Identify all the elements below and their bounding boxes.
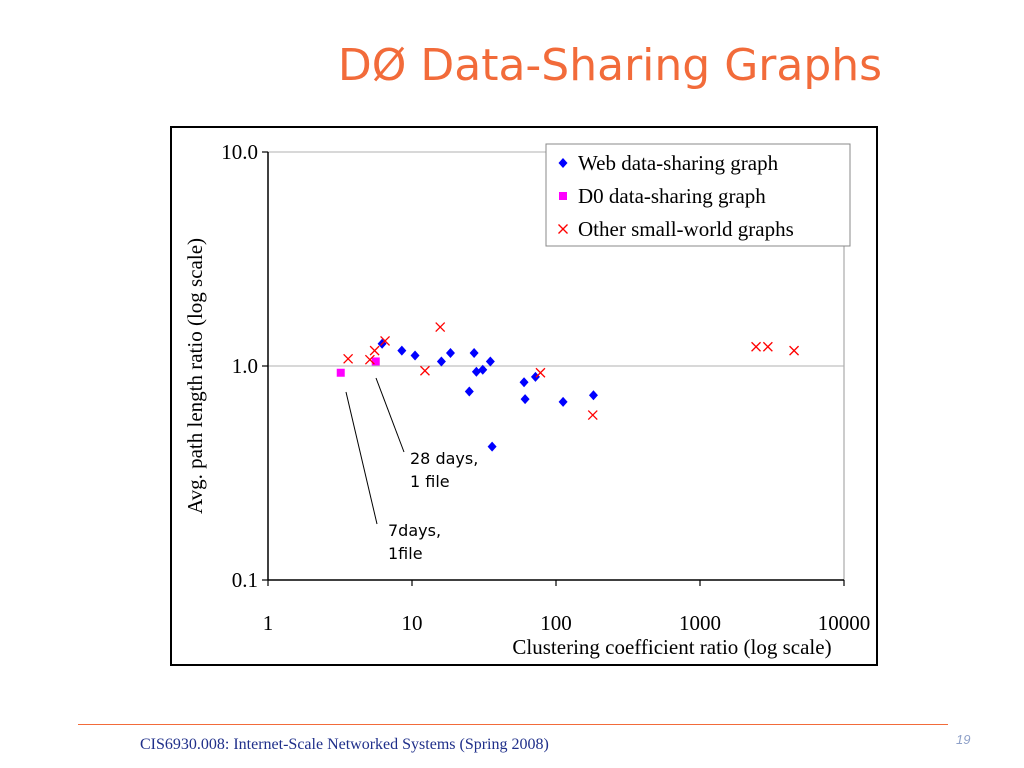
annotation-leader <box>345 391 378 525</box>
x-marker-stroke <box>380 335 391 346</box>
data-point <box>762 341 773 352</box>
x-tick-label: 1000 <box>679 611 721 635</box>
data-point <box>336 368 345 377</box>
data-point <box>343 353 354 364</box>
data-points <box>336 322 800 452</box>
data-point <box>751 341 761 352</box>
data-point <box>364 354 375 365</box>
data-point <box>380 335 391 346</box>
footer-text: CIS6930.008: Internet-Scale Networked Sy… <box>140 736 549 753</box>
legend-label: Other small-world graphs <box>578 217 794 241</box>
legend-label: D0 data-sharing graph <box>578 184 766 208</box>
x-marker-stroke <box>369 345 380 356</box>
data-point <box>410 350 420 361</box>
x-tick-label: 100 <box>540 611 572 635</box>
x-marker-stroke <box>558 224 568 234</box>
data-point <box>530 371 540 382</box>
y-tick-label: 10.0 <box>221 140 258 164</box>
y-tick-label: 0.1 <box>232 568 258 592</box>
legend-marker <box>559 192 567 200</box>
data-point <box>397 345 407 356</box>
x-tick-label: 1 <box>263 611 274 635</box>
y-axis-label: Avg. path length ratio (log scale) <box>183 238 207 514</box>
data-point <box>588 390 598 401</box>
legend-marker <box>558 158 568 168</box>
data-point <box>558 396 568 407</box>
data-point <box>487 441 497 452</box>
x-marker-stroke <box>751 341 761 352</box>
annotation-text: 7days, <box>388 521 441 540</box>
page-number: 19 <box>956 732 971 747</box>
legend-marker <box>558 224 568 234</box>
annotation-text: 28 days, <box>410 449 478 468</box>
x-marker-stroke <box>789 345 800 356</box>
data-point <box>535 367 546 378</box>
x-marker-stroke <box>343 353 354 364</box>
data-point <box>478 364 488 375</box>
data-point <box>464 386 474 397</box>
x-marker-stroke <box>535 367 546 378</box>
data-point <box>520 394 530 405</box>
x-axis-label: Clustering coefficient ratio (log scale) <box>512 635 831 659</box>
x-tick-label: 10 <box>402 611 423 635</box>
legend-label: Web data-sharing graph <box>578 151 779 175</box>
data-point <box>519 377 529 388</box>
annotation-text: 1 file <box>410 472 450 491</box>
x-marker-stroke <box>435 322 446 333</box>
scatter-chart: 0.1 1.0 10.0 1 10 100 1000 10000 28 days, 1 file… <box>183 140 870 659</box>
slide-title: DØ Data-Sharing Graphs <box>337 40 883 91</box>
x-marker-stroke <box>419 365 430 376</box>
data-point <box>471 366 481 377</box>
data-point <box>485 356 495 367</box>
x-marker-stroke <box>364 354 375 365</box>
data-point <box>419 365 430 376</box>
annotation-leader <box>375 377 405 453</box>
data-point <box>789 345 800 356</box>
legend-box <box>545 143 851 247</box>
data-point <box>587 410 598 420</box>
legend: Web data-sharing graph D0 data-sharing gr… <box>545 143 851 247</box>
data-point <box>469 348 479 359</box>
annotation-text: 1file <box>388 544 423 563</box>
data-point <box>371 357 380 366</box>
data-point <box>369 345 380 356</box>
footer-divider <box>78 724 948 725</box>
y-tick-label: 1.0 <box>232 354 258 378</box>
x-marker-stroke <box>587 410 598 420</box>
data-point <box>435 322 446 333</box>
data-point <box>445 348 455 359</box>
x-marker-stroke <box>762 341 773 352</box>
x-tick-label: 10000 <box>818 611 871 635</box>
data-point <box>436 356 446 367</box>
annotations: 28 days, 1 file 7days, 1file <box>345 377 478 563</box>
axes: 0.1 1.0 10.0 1 10 100 1000 10000 <box>221 140 870 635</box>
